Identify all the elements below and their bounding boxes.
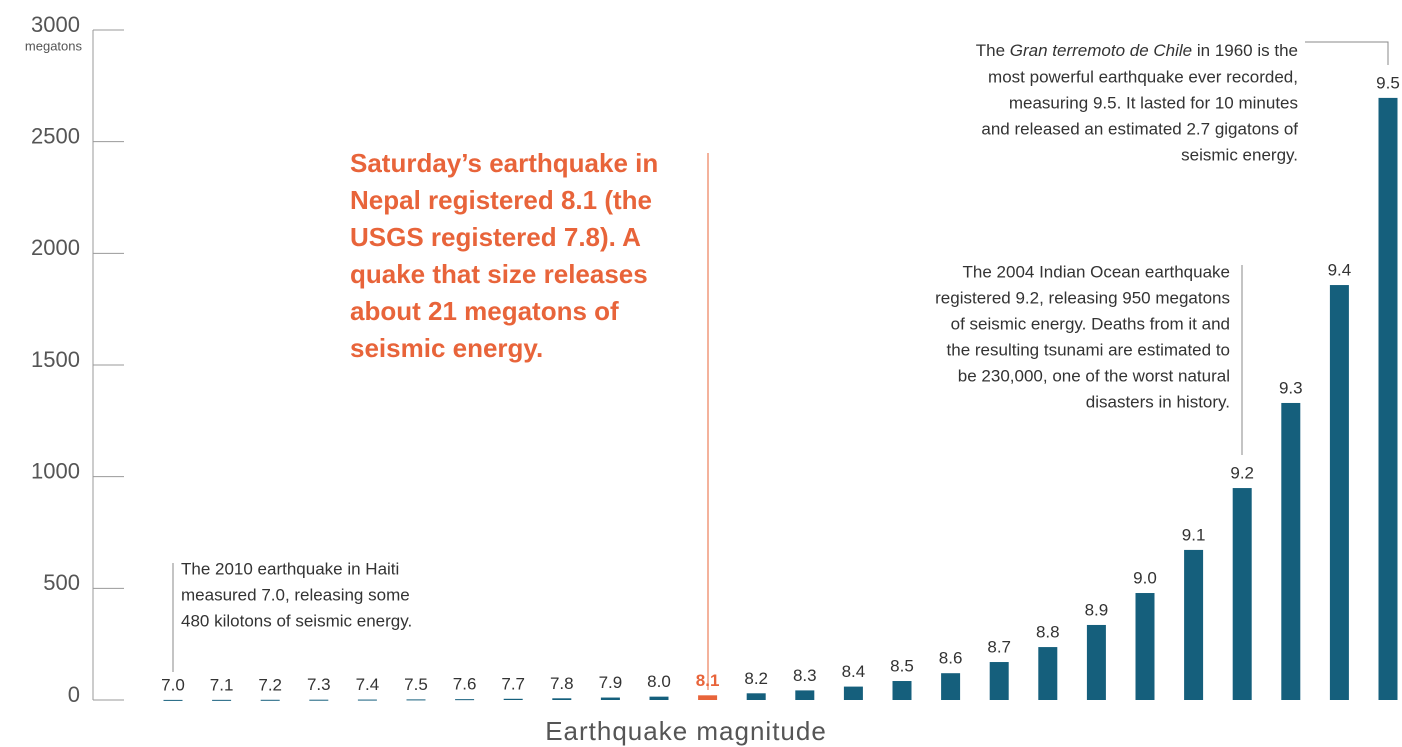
category-label: 7.2 xyxy=(258,675,282,694)
y-tick-label: 1000 xyxy=(31,458,80,483)
bar xyxy=(1329,285,1349,700)
category-label: 7.4 xyxy=(356,675,380,694)
category-label: 7.6 xyxy=(453,675,477,694)
bar xyxy=(1086,624,1106,700)
category-label: 8.9 xyxy=(1085,600,1109,619)
bar xyxy=(1038,647,1058,700)
bar xyxy=(163,699,183,701)
bar xyxy=(600,697,620,700)
annotation: seismic energy. xyxy=(350,333,543,363)
annotation: be 230,000, one of the worst natural xyxy=(958,366,1230,385)
annotation: and released an estimated 2.7 gigatons o… xyxy=(981,119,1298,138)
category-label: 7.3 xyxy=(307,675,331,694)
bar xyxy=(649,696,669,700)
annotation: most powerful earthquake ever recorded, xyxy=(988,67,1298,86)
category-label: 7.7 xyxy=(501,674,525,693)
annotation: 480 kilotons of seismic energy. xyxy=(181,611,412,630)
annotation: measuring 9.5. It lasted for 10 minutes xyxy=(1009,93,1298,112)
category-label: 9.1 xyxy=(1182,525,1206,544)
y-tick-label: 500 xyxy=(43,570,80,595)
category-label: 8.7 xyxy=(987,638,1011,657)
bar xyxy=(357,699,377,701)
bar xyxy=(892,681,912,700)
category-label: 8.6 xyxy=(939,649,963,668)
bar xyxy=(989,662,1009,700)
bar xyxy=(1184,549,1204,700)
bar xyxy=(260,699,280,701)
annotation: measured 7.0, releasing some xyxy=(181,585,410,604)
bar xyxy=(406,699,426,701)
annotation: Saturday’s earthquake in xyxy=(350,148,658,178)
category-label: 8.4 xyxy=(842,662,866,681)
category-label: 7.9 xyxy=(599,673,623,692)
category-label: 7.1 xyxy=(210,675,234,694)
y-tick-label: 2500 xyxy=(31,123,80,148)
leader-line xyxy=(1305,41,1389,65)
category-label: 8.2 xyxy=(744,669,768,688)
annotation: The Gran terremoto de Chile in 1960 is t… xyxy=(976,41,1298,60)
y-unit: megatons xyxy=(25,38,83,53)
annotation: The 2004 Indian Ocean earthquake xyxy=(963,262,1230,281)
y-tick-label: 3000 xyxy=(31,12,80,37)
annotation-part: The xyxy=(976,41,1010,60)
bar xyxy=(843,686,863,700)
category-label: 9.5 xyxy=(1376,73,1400,92)
annotation-part: in 1960 is the xyxy=(1192,41,1298,60)
x-axis-label: Earthquake magnitude xyxy=(545,716,827,746)
y-tick-label: 2000 xyxy=(31,235,80,260)
category-label: 8.5 xyxy=(890,657,914,676)
y-tick-label: 1500 xyxy=(31,347,80,372)
bar xyxy=(1232,488,1252,700)
annotation: registered 9.2, releasing 950 megatons xyxy=(935,288,1230,307)
bar xyxy=(455,699,475,701)
bar xyxy=(503,698,523,700)
annotation: disasters in history. xyxy=(1086,392,1230,411)
bar xyxy=(746,693,766,700)
annotation: quake that size releases xyxy=(350,259,648,289)
category-label: 8.3 xyxy=(793,666,817,685)
bar xyxy=(212,699,232,701)
bar xyxy=(795,690,815,700)
bar xyxy=(698,695,718,700)
annotation: the resulting tsunami are estimated to xyxy=(947,340,1230,359)
annotation: The 2010 earthquake in Haiti xyxy=(181,559,399,578)
bar xyxy=(309,699,329,701)
annotation: about 21 megatons of xyxy=(350,296,619,326)
annotation-part: Gran terremoto de Chile xyxy=(1010,41,1192,60)
bar xyxy=(1135,593,1155,700)
category-label: 8.0 xyxy=(647,672,671,691)
bar xyxy=(1378,97,1398,701)
category-label: 7.8 xyxy=(550,674,574,693)
category-label: 9.3 xyxy=(1279,378,1303,397)
category-label: 9.0 xyxy=(1133,569,1157,588)
bar xyxy=(552,698,572,700)
category-label: 9.4 xyxy=(1328,261,1352,280)
annotation: of seismic energy. Deaths from it and xyxy=(951,314,1230,333)
annotation: seismic energy. xyxy=(1181,145,1298,164)
annotation: USGS registered 7.8). A xyxy=(350,222,641,252)
category-label: 7.0 xyxy=(161,675,185,694)
category-label: 7.5 xyxy=(404,675,428,694)
category-label: 8.1 xyxy=(696,671,720,690)
y-tick-label: 0 xyxy=(68,682,80,707)
annotation: Nepal registered 8.1 (the xyxy=(350,185,652,215)
bar xyxy=(941,673,961,700)
category-label: 9.2 xyxy=(1230,464,1254,483)
bar xyxy=(1281,402,1301,700)
category-label: 8.8 xyxy=(1036,623,1060,642)
